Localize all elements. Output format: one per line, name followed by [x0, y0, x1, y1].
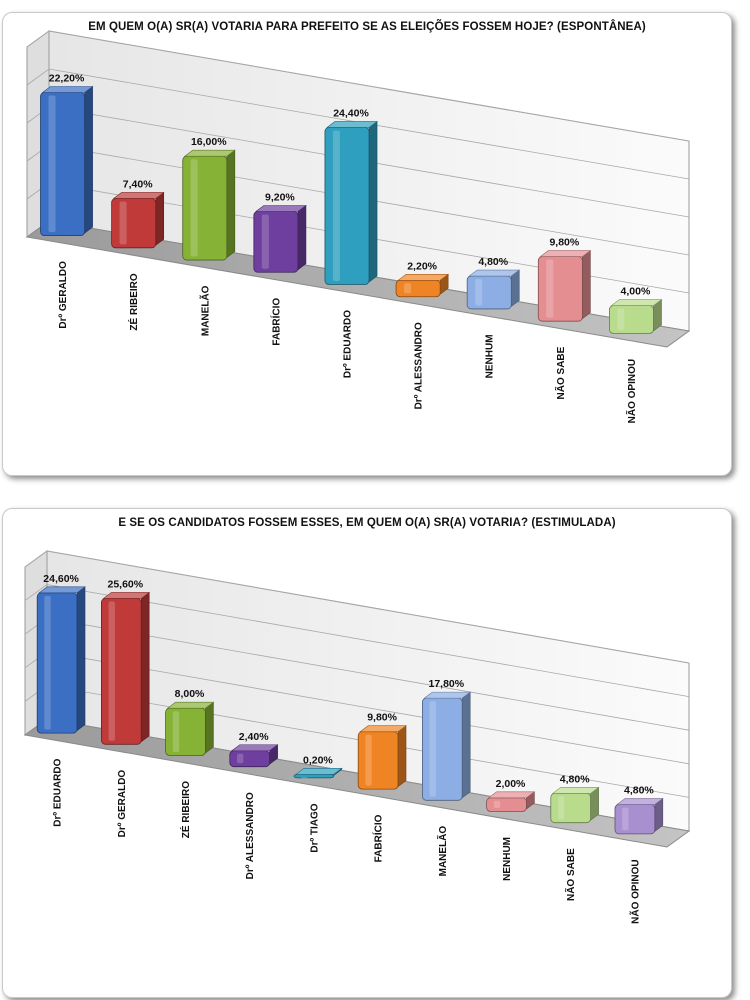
category-label: MANELÃO — [436, 826, 449, 877]
bar-8 — [486, 791, 536, 812]
data-label: 24,40% — [333, 107, 369, 119]
chart-title: E SE OS CANDIDATOS FOSSEM ESSES, EM QUEM… — [118, 517, 616, 529]
data-label: 22,20% — [49, 73, 85, 85]
bar-5 — [324, 120, 378, 285]
category-label: MANELÃO — [198, 285, 211, 336]
bar-3 — [182, 149, 236, 261]
data-label: 25,60% — [107, 578, 143, 590]
category-label: FABRÍCIO — [269, 298, 282, 346]
data-label: 2,00% — [496, 778, 526, 790]
bar-6 — [357, 725, 407, 790]
data-label: 4,80% — [478, 256, 508, 268]
bar-7 — [466, 269, 521, 310]
category-label: ZÉ RIBEIRO — [127, 273, 140, 330]
data-label: 8,00% — [175, 688, 205, 700]
data-label: 17,80% — [428, 678, 464, 690]
data-label: 9,80% — [549, 237, 579, 249]
bar-3 — [165, 701, 215, 756]
category-label: NÃO SABE — [564, 848, 577, 901]
bar-5 — [293, 767, 343, 779]
category-label: Drº ALESSANDRO — [245, 792, 256, 879]
bar-4 — [253, 204, 307, 273]
bar-8 — [537, 250, 592, 322]
data-label: 4,00% — [621, 286, 651, 298]
data-label: 0,20% — [303, 754, 333, 766]
category-label: Drº GERALDO — [117, 770, 128, 838]
category-label: NÃO SABE — [554, 346, 567, 399]
bar-9 — [550, 786, 600, 824]
bar-4 — [229, 744, 279, 768]
category-label: NÃO OPINOU — [625, 359, 638, 423]
gridline — [24, 550, 690, 664]
bar-2 — [100, 591, 151, 745]
category-label: NENHUM — [502, 837, 513, 881]
bar-chart-espontanea: 22,20% Drº GERALDO 7,40% ZÉ RIBEIRO 16,00% MA… — [25, 30, 691, 423]
category-label: Drº ALESSANDRO — [414, 322, 425, 409]
gridline — [24, 584, 690, 697]
chart-panel-estimulada: E SE OS CANDIDATOS FOSSEM ESSES, EM QUEM… — [2, 508, 732, 998]
chart-title: EM QUEM O(A) SR(A) VOTARIA PARA PREFEITO… — [88, 21, 646, 33]
category-label: FABRÍCIO — [372, 814, 385, 862]
data-label: 24,60% — [43, 573, 79, 585]
gridline — [26, 30, 690, 142]
bar-chart-estimulada: 24,60% Drº EDUARDO 25,60% Drº GERALDO 8,00% Z… — [23, 550, 691, 924]
bar-7 — [421, 691, 472, 801]
bar-1 — [40, 85, 94, 237]
gridline — [26, 68, 690, 180]
category-label: Drº TIAGO — [309, 803, 320, 852]
data-label: 16,00% — [191, 136, 227, 148]
category-label: Drº EDUARDO — [53, 758, 64, 826]
bar-9 — [609, 298, 663, 334]
data-label: 2,40% — [239, 731, 269, 743]
category-label: NÃO OPINOU — [628, 859, 641, 923]
data-label: 4,80% — [560, 773, 590, 785]
bar-2 — [111, 191, 165, 249]
data-label: 2,20% — [407, 260, 437, 272]
chart-panel-espontanea: EM QUEM O(A) SR(A) VOTARIA PARA PREFEITO… — [2, 12, 732, 476]
bar-10 — [614, 797, 664, 835]
data-label: 9,80% — [367, 712, 397, 724]
bar-1 — [36, 586, 86, 734]
data-label: 7,40% — [123, 178, 153, 190]
data-label: 9,20% — [265, 192, 295, 204]
data-label: 4,80% — [624, 785, 654, 797]
bar-6 — [395, 273, 450, 298]
category-label: Drº GERALDO — [58, 261, 69, 329]
category-label: Drº EDUARDO — [343, 310, 354, 378]
category-label: NENHUM — [485, 334, 496, 378]
category-label: ZÉ RIBEIRO — [179, 781, 192, 838]
